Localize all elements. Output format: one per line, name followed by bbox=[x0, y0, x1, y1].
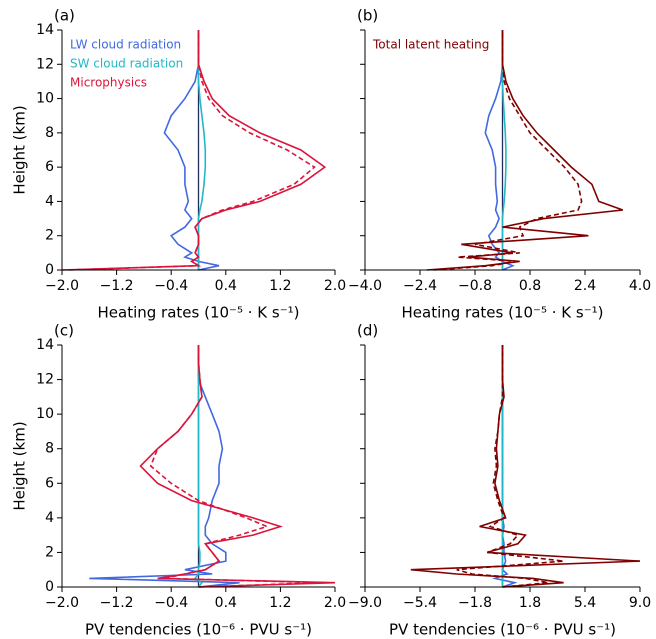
axes-frame bbox=[364, 345, 640, 588]
panel-label: (d) bbox=[357, 322, 378, 340]
x-tick-label: −5.4 bbox=[403, 595, 437, 611]
profile-line bbox=[89, 345, 240, 588]
profile-line bbox=[501, 30, 507, 270]
legend-label: Microphysics bbox=[70, 76, 147, 90]
axes-frame bbox=[364, 30, 640, 271]
x-tick-label: −9.0 bbox=[348, 595, 382, 611]
x-tick-label: 5.4 bbox=[574, 595, 596, 611]
x-tick-label: 1.8 bbox=[519, 595, 541, 611]
x-tick-label: −2.0 bbox=[45, 278, 79, 294]
x-axis-label: PV tendencies (10⁻⁶ · PVU s⁻¹) bbox=[85, 621, 312, 639]
x-tick-label: −1.8 bbox=[458, 595, 492, 611]
x-tick-label: −0.4 bbox=[154, 278, 188, 294]
y-tick-label: 2 bbox=[45, 544, 54, 560]
y-tick-label: 14 bbox=[36, 22, 54, 38]
profile-line-dashed bbox=[433, 30, 583, 271]
x-axis-label: Heating rates (10⁻⁵ · K s⁻¹) bbox=[98, 304, 300, 322]
x-tick-label: 2.0 bbox=[324, 595, 346, 611]
y-tick-label: 12 bbox=[36, 56, 54, 72]
profile-line bbox=[163, 30, 220, 271]
profile-line bbox=[426, 30, 624, 271]
y-tick-label: 12 bbox=[36, 372, 54, 388]
x-tick-label: −1.2 bbox=[100, 278, 134, 294]
x-tick-label: −4.0 bbox=[348, 278, 382, 294]
x-tick-label: −2.4 bbox=[403, 278, 437, 294]
y-tick-label: 14 bbox=[36, 337, 54, 353]
legend-label: LW cloud radiation bbox=[70, 38, 181, 52]
x-tick-label: 1.2 bbox=[269, 595, 291, 611]
legend-label: SW cloud radiation bbox=[70, 57, 183, 71]
profile-line-dashed bbox=[456, 345, 564, 588]
x-tick-label: 1.2 bbox=[269, 278, 291, 294]
x-tick-label: −0.4 bbox=[154, 595, 188, 611]
legend-label: Total latent heating bbox=[372, 38, 489, 52]
profile-line bbox=[484, 30, 515, 271]
x-tick-label: 0.8 bbox=[519, 278, 541, 294]
profile-line bbox=[197, 30, 207, 270]
x-tick-label: −0.8 bbox=[458, 278, 492, 294]
x-tick-label: 2.4 bbox=[574, 278, 596, 294]
y-tick-label: 4 bbox=[45, 193, 54, 209]
y-tick-label: 2 bbox=[45, 228, 54, 244]
y-tick-label: 8 bbox=[45, 441, 54, 457]
y-tick-label: 6 bbox=[45, 159, 54, 175]
profile-line bbox=[139, 345, 336, 588]
y-tick-label: 8 bbox=[45, 125, 54, 141]
profile-line-dashed bbox=[149, 345, 322, 588]
x-tick-label: 9.0 bbox=[629, 595, 651, 611]
axes-frame bbox=[61, 345, 335, 588]
y-tick-label: 10 bbox=[36, 91, 54, 107]
panel-label: (c) bbox=[54, 322, 74, 340]
x-axis-label: Heating rates (10⁻⁵ · K s⁻¹) bbox=[402, 304, 604, 322]
x-tick-label: −1.2 bbox=[100, 595, 134, 611]
y-tick-label: 6 bbox=[45, 475, 54, 491]
y-tick-label: 4 bbox=[45, 510, 54, 526]
y-axis-label: Height (km) bbox=[11, 421, 29, 510]
x-tick-label: 0.4 bbox=[215, 278, 237, 294]
y-axis-label: Height (km) bbox=[11, 105, 29, 194]
panel-label: (a) bbox=[54, 7, 75, 25]
x-tick-label: 0.4 bbox=[215, 595, 237, 611]
x-tick-label: 4.0 bbox=[629, 278, 651, 294]
profile-line bbox=[410, 345, 641, 588]
y-tick-label: 0 bbox=[45, 579, 54, 595]
profile-line-dashed bbox=[68, 30, 316, 271]
x-tick-label: 2.0 bbox=[324, 278, 346, 294]
y-tick-label: 0 bbox=[45, 262, 54, 278]
axes-frame bbox=[61, 30, 335, 271]
x-axis-label: PV tendencies (10⁻⁶ · PVU s⁻¹) bbox=[389, 621, 616, 639]
panel-label: (b) bbox=[357, 7, 378, 25]
x-tick-label: −2.0 bbox=[45, 595, 79, 611]
y-tick-label: 10 bbox=[36, 406, 54, 422]
